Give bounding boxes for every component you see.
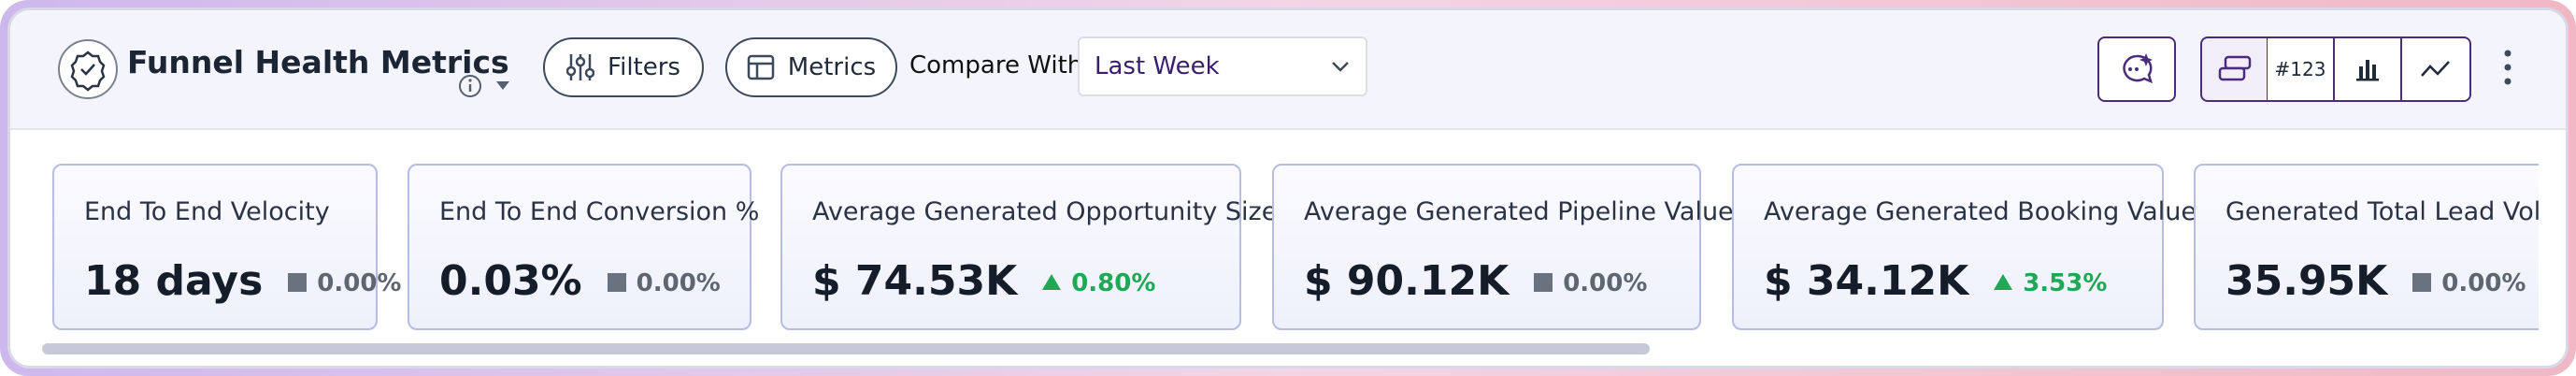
cards-icon — [2218, 55, 2251, 81]
kpi-change: 0.00% — [2411, 269, 2526, 297]
kpi-label: End To End Velocity — [84, 197, 330, 226]
kpi-value-row: 35.95K 0.00% — [2225, 257, 2526, 305]
kpi-change-value: 0.00% — [317, 269, 402, 297]
kpi-value: $ 34.12K — [1764, 257, 1969, 305]
kpi-value-row: 0.03% 0.00% — [439, 257, 721, 305]
trend-flat-icon — [2412, 273, 2432, 292]
trend-up-icon — [1994, 274, 2013, 290]
kpi-value: $ 74.53K — [812, 257, 1018, 305]
kpi-card: Average Generated Booking Value $ 34.12K 3… — [1732, 164, 2197, 330]
kpi-value-row: $ 34.12K 3.53% — [1764, 257, 2107, 305]
kpi-change-value: 0.80% — [1071, 269, 1156, 297]
cards-row: End To End Velocity 18 days 0.00% End To En… — [10, 132, 2539, 338]
kpi-label: Average Generated Booking Value — [1764, 197, 2197, 226]
badge-icon — [58, 39, 118, 99]
kpi-change-value: 3.53% — [2023, 269, 2108, 297]
kpi-change: 0.00% — [607, 269, 721, 297]
kpi-change-value: 0.00% — [636, 269, 721, 297]
kpi-change: 0.00% — [287, 269, 401, 297]
bar-view-button[interactable] — [2334, 36, 2402, 102]
trend-flat-icon — [607, 273, 626, 292]
kpi-card: Average Generated Pipeline Value $ 90.12K… — [1272, 164, 1734, 330]
filters-button[interactable]: Filters — [543, 37, 704, 97]
filters-icon — [566, 54, 595, 80]
kpi-label: Generated Total Lead Volume — [2225, 197, 2539, 226]
toolbar: Funnel Health Metrics Filters Metrics Co… — [10, 10, 2566, 130]
chevron — [1332, 62, 1349, 72]
kpi-card: End To End Conversion % 0.03% 0.00% — [408, 164, 759, 330]
panel: Funnel Health Metrics Filters Metrics Co… — [7, 7, 2569, 369]
kpi-label: Average Generated Opportunity Size — [812, 197, 1278, 226]
compare-label: Compare With: — [909, 51, 1091, 80]
number-view-button[interactable]: #123 — [2267, 36, 2335, 102]
metrics-label: Metrics — [787, 53, 877, 81]
number-view-label: #123 — [2274, 58, 2326, 80]
chat-icon — [2123, 53, 2153, 84]
kpi-card: End To End Velocity 18 days 0.00% — [52, 164, 401, 330]
compare-dropdown[interactable]: Last Week — [1078, 36, 1367, 96]
chat-button[interactable] — [2097, 36, 2176, 102]
line-icon — [2421, 61, 2450, 77]
kpi-value: 18 days — [84, 257, 264, 305]
filters-label: Filters — [608, 53, 680, 81]
kpi-label: Average Generated Pipeline Value — [1304, 197, 1734, 226]
more-menu[interactable] — [2497, 48, 2518, 89]
scrollbar[interactable] — [42, 343, 1650, 354]
kpi-card: Generated Total Lead Volume 35.95K 0.00% — [2194, 164, 2539, 330]
cards-view-button[interactable] — [2200, 36, 2268, 102]
kpi-value-row: $ 74.53K 0.80% — [812, 257, 1155, 305]
bar-icon — [2356, 60, 2379, 81]
table-icon — [747, 54, 775, 80]
kpi-value: $ 90.12K — [1304, 257, 1510, 305]
trend-flat-icon — [1534, 273, 1553, 292]
kpi-label: End To End Conversion % — [439, 197, 760, 226]
title: Funnel Health Metrics — [127, 44, 509, 80]
kpi-value: 35.95K — [2225, 257, 2388, 305]
metrics-button[interactable]: Metrics — [725, 37, 897, 97]
kpi-change-value: 0.00% — [1563, 269, 1648, 297]
info-icon[interactable] — [457, 73, 513, 101]
trend-up-icon — [1042, 274, 1062, 290]
kpi-change: 0.80% — [1041, 269, 1155, 297]
kpi-value-row: $ 90.12K 0.00% — [1304, 257, 1647, 305]
line-view-button[interactable] — [2401, 36, 2471, 102]
kpi-value-row: 18 days 0.00% — [84, 257, 401, 305]
trend-flat-icon — [288, 273, 308, 292]
kpi-card: Average Generated Opportunity Size $ 74.5… — [780, 164, 1277, 330]
kpi-change-value: 0.00% — [2441, 269, 2526, 297]
kpi-change: 0.00% — [1533, 269, 1647, 297]
kpi-value: 0.03% — [439, 257, 582, 305]
kpi-change: 3.53% — [1993, 269, 2107, 297]
compare-value: Last Week — [1095, 52, 1220, 80]
